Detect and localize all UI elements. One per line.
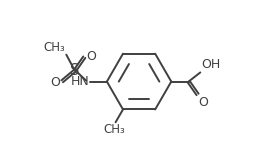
Text: S: S	[70, 63, 80, 78]
Text: CH₃: CH₃	[44, 41, 66, 54]
Text: O: O	[198, 96, 208, 109]
Text: HN: HN	[70, 75, 89, 88]
Text: OH: OH	[201, 58, 220, 71]
Text: O: O	[50, 76, 60, 89]
Text: O: O	[86, 50, 96, 63]
Text: CH₃: CH₃	[104, 123, 126, 136]
